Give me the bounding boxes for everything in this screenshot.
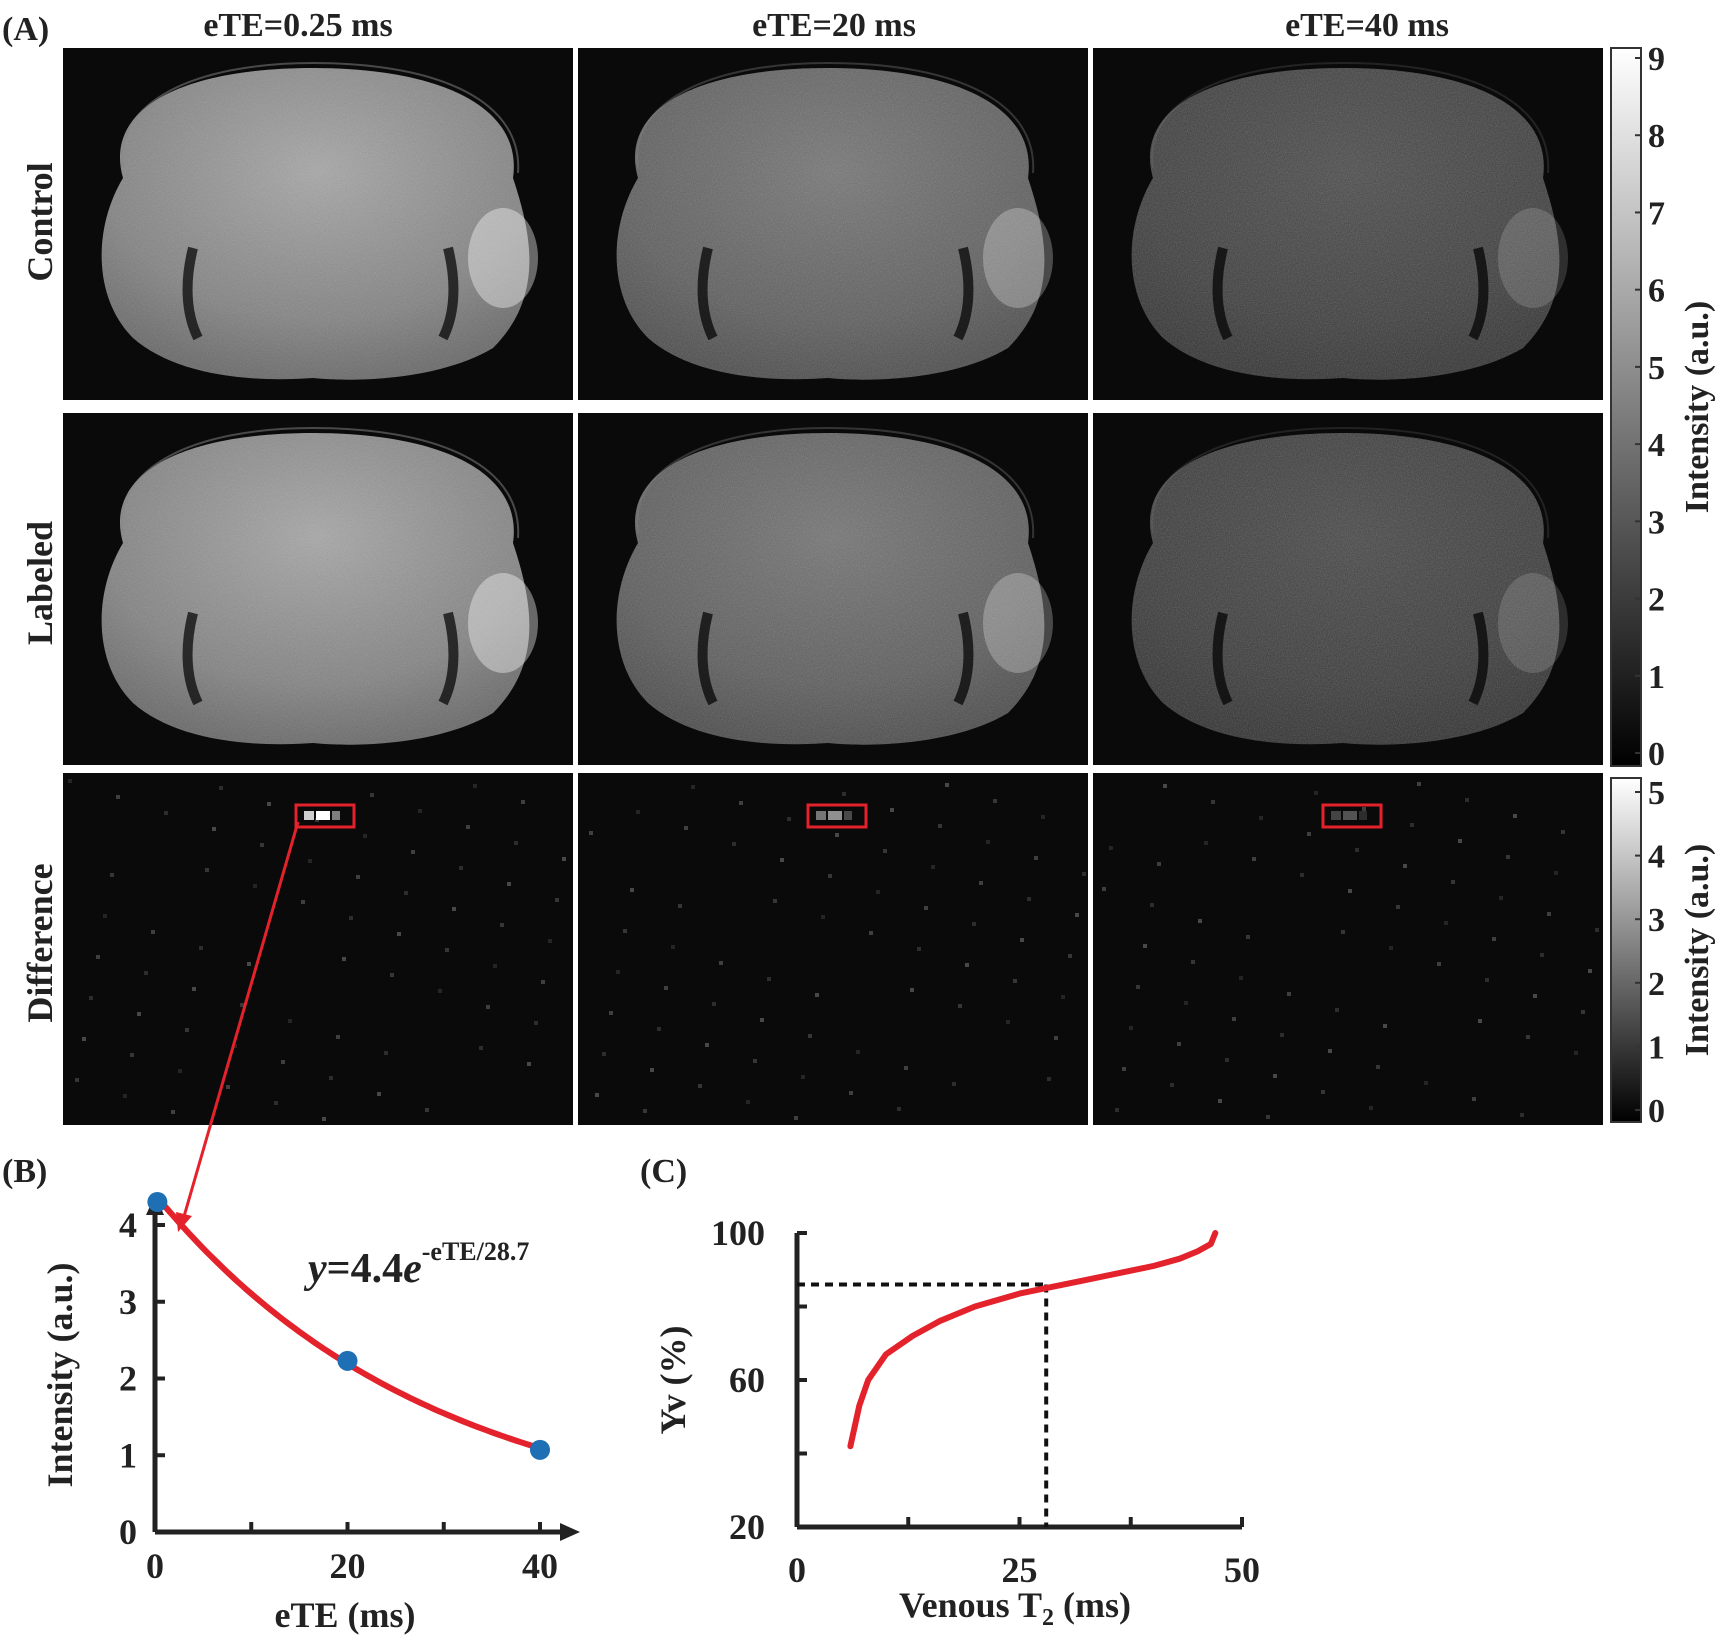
image-difference-ete-20 [578, 773, 1088, 1125]
chart-b-y-tick-label: 3 [119, 1282, 137, 1322]
colorbar-tick-label: 6 [1648, 273, 1665, 310]
colorbar-bottom-gradient [1610, 777, 1642, 1123]
chart-b-data-point [530, 1439, 550, 1460]
image-control-ete-20 [578, 48, 1088, 400]
chart-b-data-point [337, 1350, 358, 1371]
chart-b-x-tick-label: 20 [330, 1546, 366, 1586]
colorbar-tick-label: 0 [1648, 736, 1665, 773]
image-labeled-ete-20 [578, 413, 1088, 765]
chart-b-x-tick-label: 40 [522, 1546, 558, 1586]
chart-c-x-tick-label: 0 [788, 1550, 806, 1590]
roi-box-ete-40 [1321, 803, 1383, 829]
colorbar-tick-label: 2 [1648, 966, 1665, 1003]
panel-c-label: (C) [640, 1153, 687, 1190]
colorbar-tick-label: 4 [1648, 839, 1665, 876]
chart-c-y-tick-label: 100 [711, 1213, 765, 1253]
panel-b-label: (B) [2, 1153, 47, 1190]
column-header-ete-20: eTE=20 ms [752, 7, 916, 44]
colorbar-tick-label: 3 [1648, 504, 1665, 541]
chart-c-curve [847, 1230, 1219, 1450]
image-control-ete-0-25 [63, 48, 573, 400]
row-label-difference: Difference [20, 863, 60, 1022]
chart-b-decay: 0 20 40 0 1 2 3 4 y=4.4e-eTE/28.7 eTE (ms) Inte… [40, 1191, 580, 1635]
colorbar-tick-label: 5 [1648, 775, 1665, 812]
image-labeled-ete-40 [1093, 413, 1603, 765]
colorbar-tick-label: 9 [1648, 41, 1665, 78]
chart-c-ylabel: Yv (%) [653, 1326, 693, 1435]
image-difference-ete-0-25 [63, 773, 573, 1125]
image-labeled-ete-0-25 [63, 413, 573, 765]
chart-b-y-tick-label: 1 [119, 1435, 137, 1475]
colorbar-tick-label: 1 [1648, 1029, 1665, 1066]
chart-c-yv: 0 25 50 20 60 100 Venous T2 (ms) Yv (%) [653, 1213, 1260, 1631]
row-label-control: Control [20, 162, 60, 281]
colorbar-top-label: Intensity (a.u.) [1679, 301, 1716, 514]
colorbar-tick-label: 5 [1648, 350, 1665, 387]
chart-b-xlabel: eTE (ms) [275, 1595, 416, 1635]
chart-b-y-tick-label: 4 [119, 1205, 137, 1245]
colorbar-tick-label: 0 [1648, 1093, 1665, 1130]
row-label-labeled: Labeled [20, 521, 60, 645]
roi-box-ete-20 [806, 803, 868, 829]
colorbar-bottom-label: Intensity (a.u.) [1679, 844, 1716, 1057]
chart-b-fit-curve [152, 1192, 541, 1452]
chart-c-x-tick-label: 50 [1224, 1550, 1260, 1590]
roi-box-ete-0-25 [294, 803, 356, 829]
chart-c-x-tick-label: 25 [1002, 1550, 1038, 1590]
image-difference-ete-40 [1093, 773, 1603, 1125]
colorbar-bottom: 0 1 2 3 4 5 Intensity (a.u.) [1610, 775, 1716, 1130]
colorbar-tick-label: 4 [1648, 427, 1665, 464]
column-header-ete-40: eTE=40 ms [1285, 7, 1449, 44]
colorbar-tick-label: 7 [1648, 195, 1665, 232]
image-control-ete-40 [1093, 48, 1603, 400]
image-grid [63, 48, 1603, 1125]
chart-c-y-tick-label: 60 [729, 1360, 765, 1400]
fit-equation: y=4.4e-eTE/28.7 [303, 1237, 529, 1292]
panel-a-label: (A) [2, 11, 49, 48]
colorbar-tick-label: 8 [1648, 118, 1665, 155]
chart-c-y-tick-label: 20 [729, 1507, 765, 1547]
roi-arrow [181, 821, 300, 1221]
colorbar-tick-label: 2 [1648, 582, 1665, 619]
colorbar-tick-label: 1 [1648, 659, 1665, 696]
chart-b-ylabel: Intensity (a.u.) [40, 1262, 80, 1487]
colorbar-top: 0 1 2 3 4 5 6 7 8 9 Intensity (a.u.) [1610, 41, 1716, 773]
chart-c-xlabel: Venous T2 (ms) [899, 1585, 1131, 1631]
colorbar-top-gradient [1610, 47, 1642, 767]
chart-b-data-point [147, 1191, 168, 1212]
column-header-ete-0-25: eTE=0.25 ms [203, 7, 392, 44]
colorbar-tick-label: 3 [1648, 902, 1665, 939]
chart-b-y-tick-label: 2 [119, 1359, 137, 1399]
chart-b-x-tick-label: 0 [146, 1546, 164, 1586]
chart-b-y-tick-label: 0 [119, 1512, 137, 1552]
